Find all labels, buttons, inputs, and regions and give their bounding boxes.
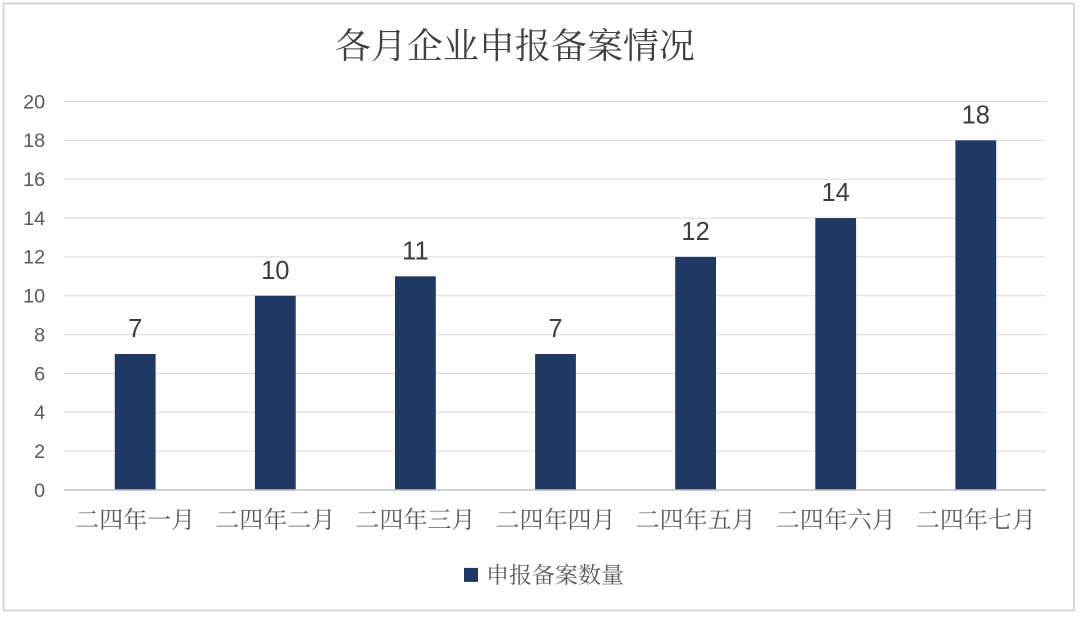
svg-text:11: 11 <box>402 237 428 265</box>
svg-text:7: 7 <box>548 315 562 343</box>
svg-text:18: 18 <box>23 130 45 152</box>
svg-text:4: 4 <box>34 402 45 424</box>
svg-text:8: 8 <box>34 324 45 346</box>
svg-text:0: 0 <box>34 480 45 502</box>
svg-text:6: 6 <box>34 363 45 385</box>
svg-text:12: 12 <box>681 218 709 246</box>
svg-text:20: 20 <box>23 91 45 113</box>
svg-text:16: 16 <box>23 169 45 191</box>
svg-text:7: 7 <box>128 315 142 343</box>
svg-text:14: 14 <box>23 208 45 230</box>
svg-text:12: 12 <box>23 247 45 269</box>
svg-text:10: 10 <box>23 286 45 308</box>
svg-text:10: 10 <box>261 257 289 285</box>
svg-text:2: 2 <box>34 441 45 463</box>
svg-text:18: 18 <box>962 101 990 129</box>
svg-text:14: 14 <box>822 179 850 207</box>
